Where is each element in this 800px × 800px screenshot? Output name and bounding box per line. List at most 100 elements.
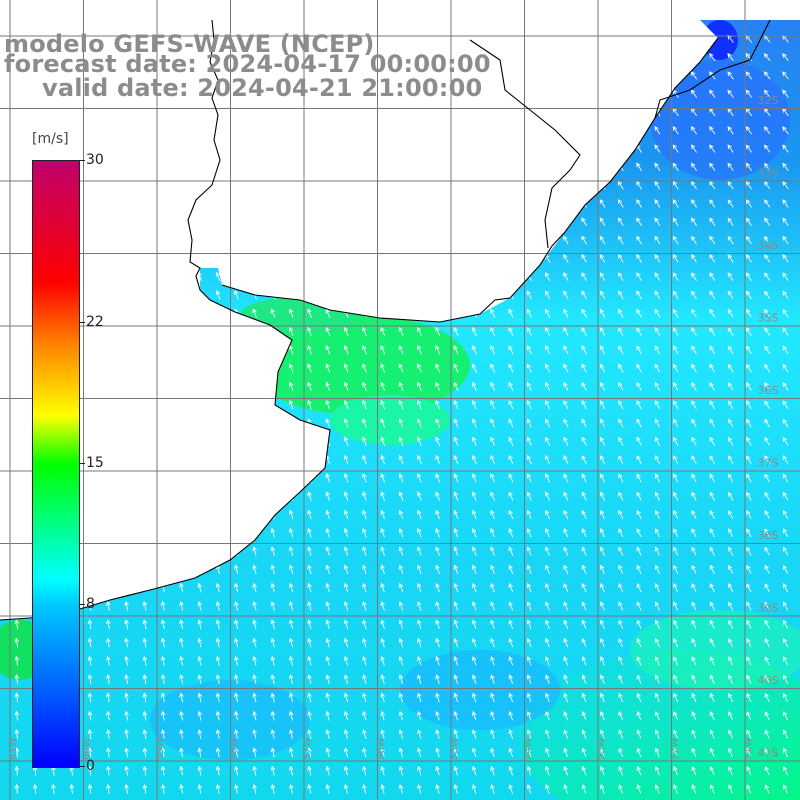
wind-arrow: [234, 326, 239, 337]
wind-arrow: [618, 674, 624, 684]
colorbar-tick-label: 30: [86, 152, 104, 168]
wind-arrow: [618, 546, 624, 556]
wind-arrow: [87, 363, 93, 373]
wind-arrow: [654, 674, 660, 684]
wind-arrow: [325, 290, 331, 300]
wind-arrow: [142, 527, 148, 538]
wind-arrow: [508, 765, 513, 776]
wind-arrow: [746, 528, 752, 538]
wind-arrow: [179, 546, 184, 556]
wind-arrow: [599, 455, 606, 465]
wind-arrow: [179, 326, 184, 337]
wind-arrow: [343, 107, 349, 117]
wind-arrow: [654, 381, 661, 391]
wind-arrow: [417, 784, 422, 794]
wind-arrow: [782, 181, 789, 190]
wind-arrow: [252, 582, 257, 593]
wind-arrow: [307, 601, 312, 611]
wind-arrow: [124, 143, 129, 154]
wind-arrow: [453, 107, 459, 117]
wind-arrow: [142, 162, 148, 172]
wind-arrow: [490, 198, 496, 208]
wind-arrow: [14, 710, 20, 721]
wind-arrow: [215, 674, 221, 684]
wind-arrow: [526, 253, 532, 263]
wind-arrow: [453, 345, 459, 355]
wind-arrow: [728, 729, 734, 739]
wind-arrow: [14, 143, 19, 154]
wind-arrow: [691, 491, 697, 501]
wind-arrow: [782, 473, 789, 483]
wind-arrow: [416, 180, 423, 190]
wind-arrow: [416, 162, 423, 172]
wind-arrow: [288, 326, 294, 337]
wind-arrow: [599, 52, 606, 62]
wind-arrow: [691, 418, 697, 428]
wind-arrow: [380, 783, 385, 794]
wind-arrow: [416, 381, 422, 391]
wind-arrow: [142, 674, 148, 684]
wind-arrow: [526, 637, 532, 648]
latitude-label: 40S: [758, 674, 779, 687]
wind-arrow: [160, 216, 166, 227]
wind-arrow: [160, 637, 166, 648]
wind-arrow: [14, 253, 19, 264]
wind-arrow: [599, 327, 606, 336]
wind-arrow: [105, 509, 111, 520]
wind-arrow: [417, 637, 422, 648]
wind-arrow: [636, 637, 642, 648]
wind-arrow: [563, 363, 569, 373]
longitude-label: 56W: [376, 737, 387, 760]
wind-arrow: [490, 381, 496, 391]
wind-arrow: [362, 729, 367, 739]
wind-arrow: [727, 272, 734, 281]
wind-arrow: [453, 765, 459, 776]
wind-arrow: [599, 418, 606, 428]
wind-arrow: [124, 216, 129, 227]
wind-arrow: [636, 436, 642, 446]
wind-arrow: [728, 583, 734, 593]
wind-arrow: [727, 162, 734, 172]
wind-arrow: [673, 327, 679, 336]
wind-arrow: [124, 637, 129, 648]
wind-arrow: [654, 436, 660, 446]
wind-arrow: [453, 582, 459, 593]
wind-arrow: [325, 692, 331, 703]
wind-arrow: [124, 747, 129, 758]
wind-arrow: [709, 601, 715, 611]
wind-arrow: [453, 381, 459, 391]
wind-arrow: [545, 582, 550, 593]
wind-arrow: [252, 747, 257, 758]
wind-arrow: [490, 784, 495, 794]
wind-arrow: [563, 144, 569, 153]
wind-arrow: [252, 509, 257, 520]
wind-arrow: [526, 582, 532, 593]
wind-arrow: [471, 198, 477, 208]
wind-arrow: [398, 253, 404, 263]
wind-arrow: [544, 125, 551, 135]
wind-arrow: [362, 253, 367, 263]
wind-arrow: [417, 655, 422, 666]
wind-arrow: [362, 143, 368, 154]
wind-arrow: [234, 271, 239, 282]
wind-arrow: [307, 235, 313, 245]
wind-arrow: [673, 418, 679, 428]
wind-arrow: [14, 180, 19, 190]
wind-arrow: [343, 162, 349, 172]
wind-arrow: [380, 619, 385, 630]
wind-arrow: [416, 308, 422, 318]
wind-arrow: [618, 455, 624, 465]
wind-arrow: [453, 491, 459, 501]
wind-arrow: [745, 199, 752, 208]
wind-arrow: [782, 144, 789, 153]
wind-arrow: [435, 143, 441, 154]
wind-arrow: [380, 674, 385, 684]
wind-arrow: [526, 400, 532, 410]
wind-arrow: [142, 564, 148, 575]
wind-arrow: [453, 674, 459, 684]
wind-arrow: [526, 235, 532, 245]
wind-arrow: [727, 199, 734, 208]
wind-arrow: [124, 783, 129, 794]
wind-arrow: [746, 510, 752, 519]
